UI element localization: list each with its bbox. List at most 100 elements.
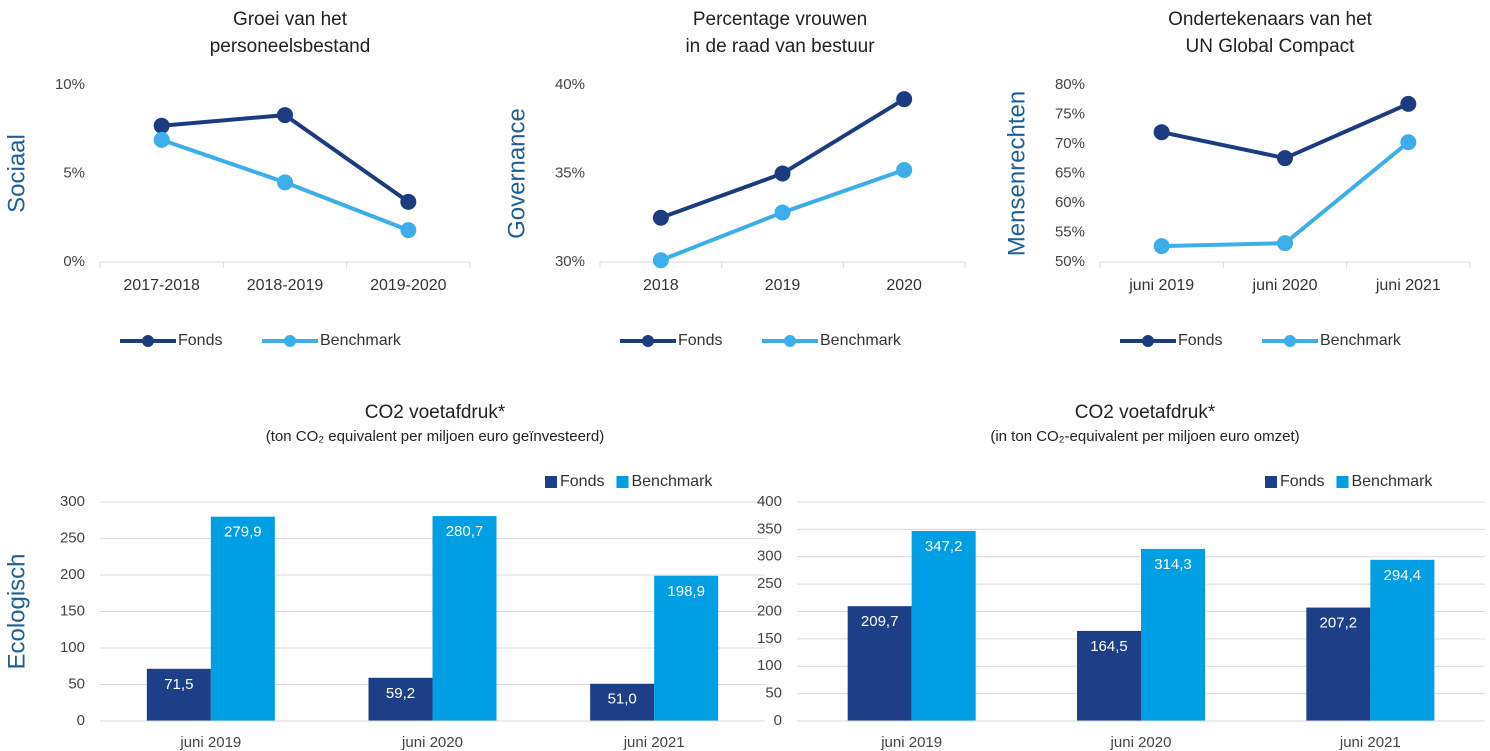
y-tick-label: 350 bbox=[757, 520, 782, 537]
chart-title: Percentage vrouwen bbox=[693, 9, 867, 30]
legend-label: Benchmark bbox=[631, 473, 713, 490]
legend-swatch bbox=[1336, 476, 1349, 488]
data-point bbox=[153, 131, 170, 148]
side-label: Ecologisch bbox=[3, 553, 30, 669]
legend-label: Benchmark bbox=[320, 332, 402, 349]
data-point bbox=[400, 193, 417, 210]
bar bbox=[590, 683, 655, 721]
bar bbox=[911, 530, 976, 721]
x-tick-label: juni 2020 bbox=[401, 734, 463, 751]
data-point bbox=[652, 252, 669, 269]
y-tick-label: 80% bbox=[1055, 76, 1085, 93]
y-tick-label: 50 bbox=[765, 685, 782, 702]
chart-title: Ondertekenaars van het bbox=[1168, 9, 1373, 30]
x-tick-label: juni 2019 bbox=[179, 734, 241, 751]
y-tick-label: 70% bbox=[1055, 135, 1085, 152]
bar bbox=[368, 677, 433, 721]
chart-title: Groei van het bbox=[233, 9, 348, 30]
y-tick-label: 65% bbox=[1055, 164, 1085, 181]
value-label: 51,0 bbox=[608, 691, 637, 708]
data-point bbox=[774, 204, 791, 221]
x-tick-label: juni 2020 bbox=[1110, 734, 1172, 751]
x-tick-label: 2019-2020 bbox=[370, 277, 447, 294]
y-tick-label: 5% bbox=[63, 164, 85, 181]
y-tick-label: 60% bbox=[1055, 194, 1085, 211]
value-label: 314,3 bbox=[1154, 556, 1192, 573]
y-tick-label: 100 bbox=[60, 639, 85, 656]
data-point bbox=[1153, 238, 1170, 255]
y-tick-label: 50 bbox=[68, 675, 85, 692]
chart-title: CO2 voetafdruk* bbox=[365, 402, 506, 423]
value-label: 209,7 bbox=[861, 613, 899, 630]
x-tick-label: juni 2021 bbox=[1339, 734, 1401, 751]
legend-dot bbox=[1142, 335, 1154, 347]
data-point bbox=[774, 165, 791, 182]
bar bbox=[1141, 548, 1205, 721]
x-tick-label: juni 2021 bbox=[1375, 277, 1441, 294]
y-tick-label: 10% bbox=[55, 76, 85, 93]
legend-label: Fonds bbox=[178, 332, 222, 349]
legend-swatch bbox=[616, 476, 629, 488]
data-point bbox=[896, 91, 913, 108]
data-point bbox=[277, 174, 293, 191]
x-tick-label: 2020 bbox=[886, 277, 922, 294]
legend-label: Benchmark bbox=[1351, 473, 1433, 490]
legend-swatch bbox=[1265, 476, 1277, 488]
y-tick-label: 250 bbox=[60, 529, 85, 546]
value-label: 59,2 bbox=[386, 685, 415, 702]
data-point bbox=[1277, 150, 1293, 167]
chart-subtitle: (ton CO₂ equivalent per miljoen euro geï… bbox=[266, 428, 605, 445]
value-label: 164,5 bbox=[1090, 638, 1128, 655]
bar bbox=[432, 516, 497, 721]
value-label: 198,9 bbox=[667, 583, 705, 600]
x-tick-label: juni 2021 bbox=[623, 734, 685, 751]
value-label: 280,7 bbox=[446, 523, 484, 540]
legend-dot bbox=[784, 335, 796, 347]
bar bbox=[210, 516, 275, 721]
x-tick-label: 2018-2019 bbox=[247, 277, 324, 294]
data-point bbox=[652, 209, 669, 226]
y-tick-label: 40% bbox=[555, 76, 585, 93]
x-tick-label: 2018 bbox=[643, 277, 679, 294]
data-point bbox=[1400, 134, 1417, 151]
y-tick-label: 300 bbox=[60, 493, 85, 510]
chart-title: personeelsbestand bbox=[210, 36, 371, 57]
legend-label: Fonds bbox=[678, 332, 722, 349]
x-tick-label: juni 2019 bbox=[880, 734, 942, 751]
legend-label: Fonds bbox=[560, 473, 604, 490]
bar bbox=[847, 606, 912, 721]
y-tick-label: 100 bbox=[757, 657, 782, 674]
y-tick-label: 200 bbox=[60, 566, 85, 583]
value-label: 294,4 bbox=[1384, 567, 1422, 584]
legend-dot bbox=[284, 335, 296, 347]
value-label: 207,2 bbox=[1320, 615, 1358, 632]
bar bbox=[1370, 559, 1435, 721]
legend-label: Benchmark bbox=[1320, 332, 1402, 349]
data-point bbox=[153, 117, 170, 134]
y-tick-label: 400 bbox=[757, 493, 782, 510]
y-tick-label: 300 bbox=[757, 548, 782, 565]
x-tick-label: 2019 bbox=[765, 277, 801, 294]
legend-dot bbox=[1284, 335, 1296, 347]
value-label: 71,5 bbox=[164, 676, 193, 693]
chart-title: UN Global Compact bbox=[1186, 36, 1356, 57]
y-tick-label: 75% bbox=[1055, 105, 1085, 122]
legend-dot bbox=[142, 335, 154, 347]
data-point bbox=[400, 222, 417, 239]
value-label: 279,9 bbox=[224, 524, 262, 541]
bar bbox=[1306, 607, 1371, 721]
side-label: Governance bbox=[503, 108, 530, 239]
bar bbox=[1077, 630, 1141, 721]
y-tick-label: 55% bbox=[1055, 223, 1085, 240]
chart-title: in de raad van bestuur bbox=[685, 36, 875, 57]
y-tick-label: 50% bbox=[1055, 253, 1085, 270]
y-tick-label: 0% bbox=[63, 253, 85, 270]
bar bbox=[654, 575, 719, 721]
data-point bbox=[1277, 235, 1293, 252]
data-point bbox=[277, 107, 293, 124]
data-point bbox=[896, 161, 913, 178]
bar bbox=[146, 668, 211, 721]
y-tick-label: 150 bbox=[757, 630, 782, 647]
y-tick-label: 250 bbox=[757, 575, 782, 592]
